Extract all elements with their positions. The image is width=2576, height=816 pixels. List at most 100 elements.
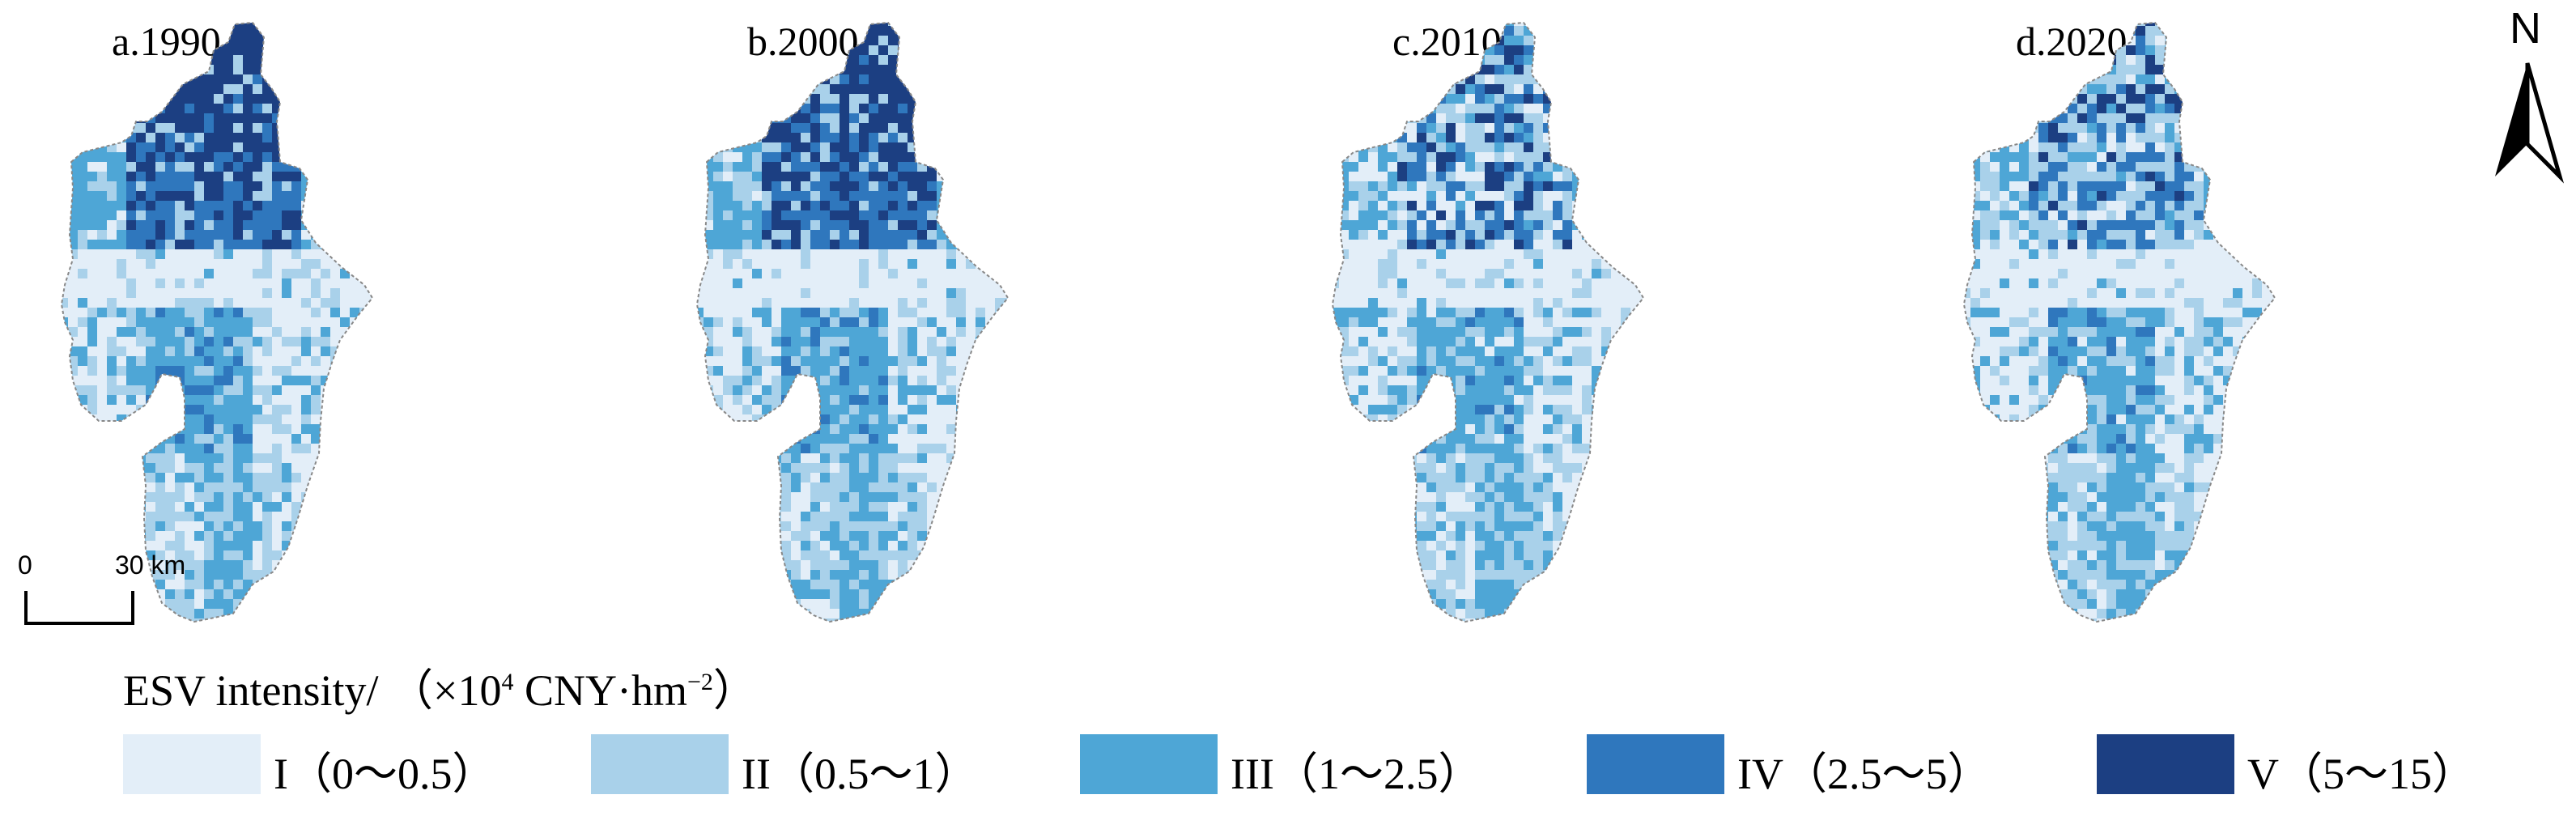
esv-cell bbox=[340, 210, 350, 220]
esv-cell bbox=[379, 104, 389, 113]
esv-cell bbox=[340, 269, 350, 278]
esv-cell bbox=[697, 609, 704, 618]
esv-cell bbox=[1397, 74, 1407, 84]
esv-cell bbox=[175, 249, 185, 259]
esv-cell bbox=[995, 589, 1005, 599]
esv-cell bbox=[878, 424, 888, 434]
esv-cell bbox=[87, 26, 97, 36]
esv-cell bbox=[956, 482, 966, 492]
esv-cell bbox=[762, 628, 772, 638]
esv-cell bbox=[908, 366, 917, 376]
esv-cell bbox=[126, 288, 136, 298]
esv-cell bbox=[262, 113, 272, 123]
esv-cell bbox=[1320, 84, 1329, 94]
esv-cell bbox=[97, 366, 107, 376]
esv-cell bbox=[772, 191, 781, 201]
esv-cell bbox=[937, 434, 946, 444]
esv-cell bbox=[684, 395, 694, 405]
esv-cell bbox=[723, 230, 733, 240]
esv-cell bbox=[1320, 36, 1329, 45]
esv-cell bbox=[697, 181, 704, 191]
esv-cell bbox=[713, 482, 723, 492]
esv-cell bbox=[869, 308, 878, 317]
esv-cell bbox=[697, 541, 704, 550]
esv-cell bbox=[1621, 94, 1630, 104]
esv-cell bbox=[995, 23, 1005, 26]
esv-cell bbox=[762, 65, 772, 74]
esv-cell bbox=[136, 298, 146, 308]
esv-cell bbox=[1533, 104, 1543, 113]
esv-cell bbox=[917, 473, 927, 482]
esv-cell bbox=[801, 249, 810, 259]
esv-cell bbox=[927, 249, 937, 259]
esv-cell bbox=[1333, 113, 1339, 123]
esv-cell bbox=[282, 560, 291, 570]
esv-cell bbox=[801, 366, 810, 376]
esv-cell bbox=[791, 23, 801, 26]
esv-cell bbox=[704, 512, 713, 521]
esv-cell bbox=[878, 74, 888, 84]
esv-cell bbox=[291, 434, 301, 444]
esv-cell bbox=[849, 259, 859, 269]
esv-cell bbox=[684, 512, 694, 521]
esv-cell bbox=[243, 599, 253, 609]
esv-cell bbox=[1562, 65, 1572, 74]
esv-cell bbox=[301, 288, 311, 298]
esv-cell bbox=[742, 434, 752, 444]
esv-cell bbox=[1024, 317, 1034, 327]
esv-cell bbox=[830, 570, 840, 580]
esv-cell bbox=[1005, 424, 1008, 434]
esv-cell bbox=[49, 259, 58, 269]
esv-cell bbox=[713, 531, 723, 541]
esv-cell bbox=[185, 580, 194, 589]
esv-cell bbox=[908, 142, 917, 152]
esv-cell bbox=[165, 599, 175, 609]
esv-cell bbox=[350, 570, 359, 580]
esv-cell bbox=[272, 181, 282, 191]
esv-cell bbox=[985, 609, 995, 618]
esv-cell bbox=[126, 376, 136, 385]
esv-cell bbox=[1024, 162, 1034, 172]
esv-cell bbox=[869, 385, 878, 395]
esv-cell bbox=[194, 550, 204, 560]
esv-cell bbox=[223, 172, 233, 181]
esv-cell bbox=[194, 55, 204, 65]
esv-cell bbox=[713, 560, 723, 570]
esv-cell bbox=[733, 210, 742, 220]
esv-cell bbox=[165, 589, 175, 599]
esv-cell bbox=[849, 65, 859, 74]
esv-cell bbox=[204, 463, 214, 473]
esv-cell bbox=[262, 463, 272, 473]
esv-cell bbox=[859, 210, 869, 220]
esv-cell bbox=[791, 113, 801, 123]
esv-cell bbox=[1014, 628, 1024, 638]
esv-cell bbox=[282, 201, 291, 210]
esv-cell bbox=[966, 482, 976, 492]
esv-cell bbox=[801, 580, 810, 589]
esv-cell bbox=[214, 317, 223, 327]
esv-cell bbox=[723, 65, 733, 74]
esv-cell bbox=[369, 580, 372, 589]
esv-cell bbox=[185, 249, 194, 259]
esv-cell bbox=[801, 521, 810, 531]
esv-cell bbox=[995, 463, 1005, 473]
esv-cell bbox=[684, 618, 694, 628]
esv-cell bbox=[781, 55, 791, 65]
esv-cell bbox=[359, 473, 369, 482]
esv-cell bbox=[301, 521, 311, 531]
esv-cell bbox=[723, 463, 733, 473]
esv-cell bbox=[282, 414, 291, 424]
esv-cell bbox=[830, 482, 840, 492]
esv-cell bbox=[330, 269, 340, 278]
esv-cell bbox=[204, 531, 214, 541]
esv-cell bbox=[733, 36, 742, 45]
esv-cell bbox=[214, 65, 223, 74]
esv-cell bbox=[801, 191, 810, 201]
esv-cell bbox=[389, 385, 398, 395]
esv-cell bbox=[350, 424, 359, 434]
esv-cell bbox=[878, 356, 888, 366]
esv-cell bbox=[956, 23, 966, 26]
esv-cell bbox=[956, 560, 966, 570]
esv-cell bbox=[155, 201, 165, 210]
esv-cell bbox=[214, 113, 223, 123]
